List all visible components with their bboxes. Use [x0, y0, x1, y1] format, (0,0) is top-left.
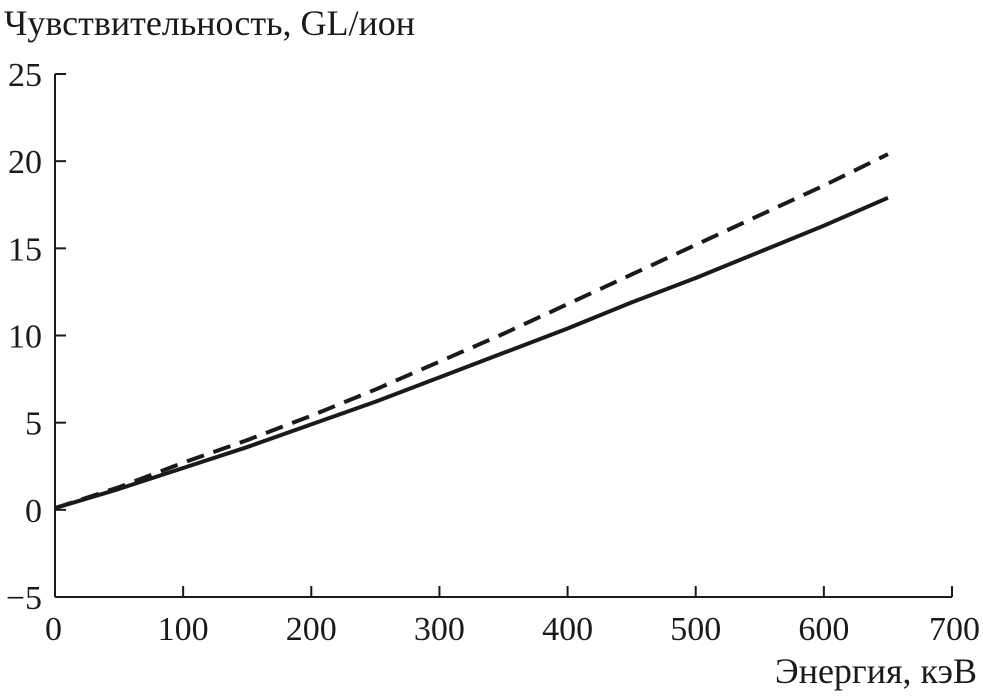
y-tick-label: 10 — [8, 319, 42, 356]
y-axis-label: Чувствительность, GL/ион — [4, 3, 416, 43]
x-tick-label: 300 — [414, 611, 465, 648]
x-tick-label: 0 — [45, 611, 62, 648]
x-tick-label: 700 — [929, 611, 980, 648]
y-tick-label: 25 — [8, 57, 42, 94]
y-tick-label: −5 — [6, 580, 42, 617]
y-tick-label: 5 — [25, 406, 42, 443]
x-tick-label: 100 — [158, 611, 209, 648]
x-tick-label: 600 — [798, 611, 849, 648]
x-tick-label: 500 — [670, 611, 721, 648]
x-tick-label: 400 — [542, 611, 593, 648]
x-axis-label: Энергия, кэВ — [774, 651, 977, 691]
series-line-dashed — [54, 152, 889, 510]
y-tick-label: 15 — [8, 231, 42, 268]
y-tick-label: 0 — [25, 493, 42, 530]
series-line-solid — [54, 195, 889, 511]
y-tick-label: 20 — [8, 144, 42, 181]
x-tick-label: 200 — [286, 611, 337, 648]
